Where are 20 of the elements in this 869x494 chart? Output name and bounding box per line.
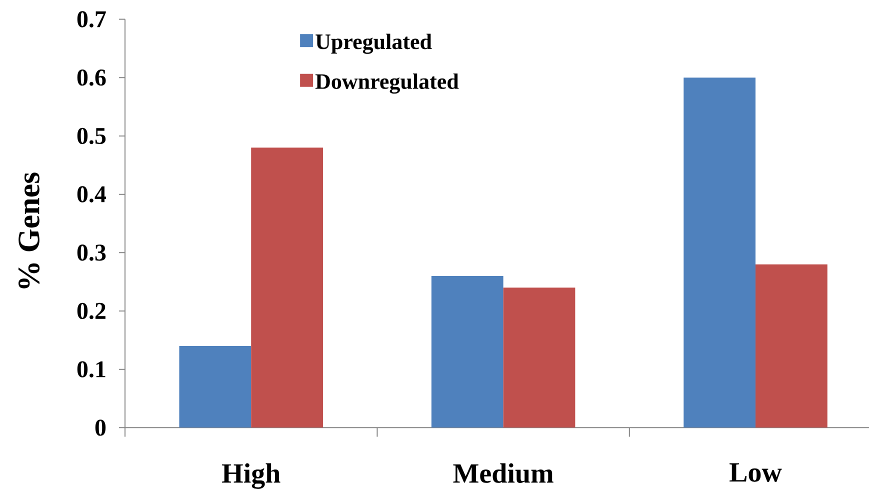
- legend-label: Upregulated: [316, 34, 432, 54]
- bar: [684, 78, 756, 428]
- y-tick-label: 0.5: [77, 128, 106, 144]
- y-tick-label: 0.4: [77, 186, 106, 202]
- y-tick-label: 0.6: [77, 69, 106, 86]
- y-tick-label: 0.3: [77, 244, 106, 261]
- bar: [179, 346, 252, 428]
- y-tick-label: 0.2: [77, 302, 106, 320]
- bar: [756, 264, 828, 428]
- y-tick-label: 0.1: [77, 361, 106, 378]
- y-tick-label: 0.7: [77, 11, 106, 28]
- y-tick-label: 0: [95, 420, 106, 436]
- x-tick-label: High: [222, 463, 280, 489]
- bar: [431, 276, 504, 428]
- bar: [503, 288, 576, 428]
- x-tick-label: Medium: [453, 463, 554, 483]
- x-tick-label: Low: [730, 463, 782, 482]
- legend-label: Downregulated: [315, 73, 459, 94]
- y-axis-title: % Genes: [18, 172, 40, 288]
- bar: [251, 148, 323, 428]
